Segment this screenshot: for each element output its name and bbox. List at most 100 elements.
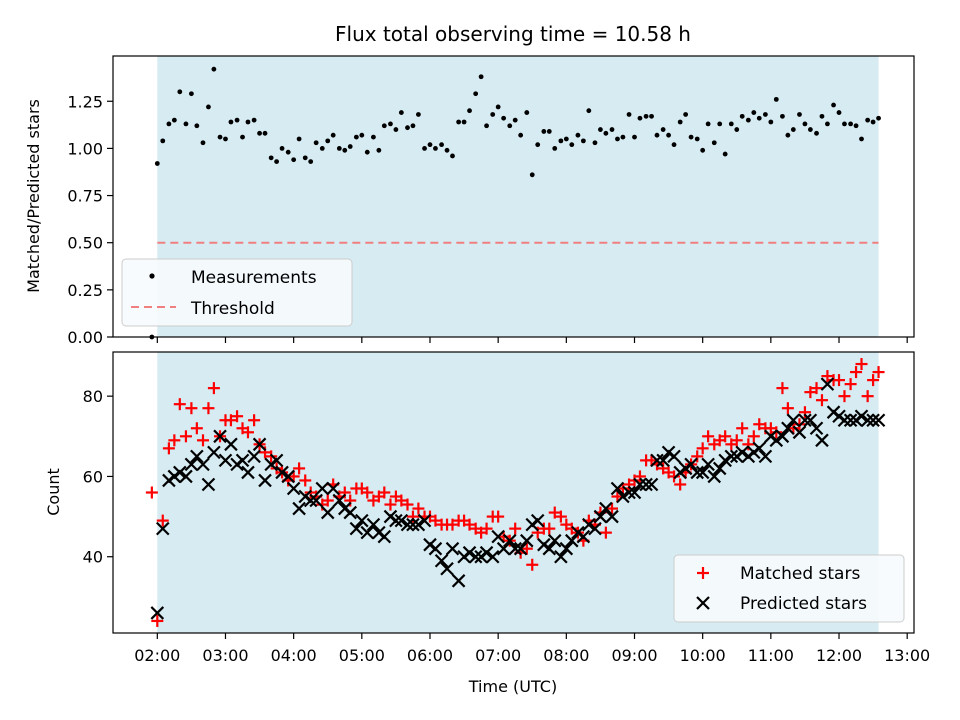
measurement-point bbox=[296, 136, 302, 142]
x-tick-label: 11:00 bbox=[748, 646, 794, 665]
predicted-star-point bbox=[513, 541, 528, 556]
matched-star-point bbox=[747, 430, 760, 443]
measurement-point bbox=[484, 123, 489, 129]
predicted-star-point bbox=[502, 533, 517, 548]
matched-star-point bbox=[480, 522, 493, 535]
measurement-point bbox=[620, 134, 626, 140]
measurement-point bbox=[745, 117, 751, 123]
predicted-star-point bbox=[656, 453, 670, 468]
predicted-star-point bbox=[576, 529, 591, 544]
top-y-tick-label: 1.25 bbox=[67, 92, 103, 111]
matched-star-point bbox=[179, 430, 192, 443]
measurement-point bbox=[802, 121, 808, 127]
measurement-point bbox=[160, 138, 166, 144]
measurement-point bbox=[615, 136, 620, 142]
matched-star-point bbox=[804, 386, 817, 399]
measurement-point bbox=[756, 115, 762, 121]
matched-star-point bbox=[231, 410, 244, 423]
predicted-star-point bbox=[275, 465, 289, 480]
predicted-star-point bbox=[701, 457, 715, 472]
matched-star-point bbox=[730, 434, 743, 447]
measurement-point bbox=[626, 112, 632, 117]
measurement-point bbox=[330, 132, 336, 138]
matched-star-point bbox=[691, 450, 704, 463]
measurement-point bbox=[705, 121, 711, 127]
predicted-star-point bbox=[599, 501, 613, 516]
predicted-star-point bbox=[644, 477, 659, 492]
measurement-point bbox=[206, 104, 211, 110]
measurement-point bbox=[240, 134, 245, 140]
predicted-star-point bbox=[752, 441, 767, 456]
measurement-point bbox=[870, 119, 876, 125]
predicted-star-point bbox=[462, 545, 477, 560]
predicted-star-point bbox=[252, 437, 267, 452]
measurement-point bbox=[666, 132, 671, 138]
matched-star-point bbox=[526, 558, 539, 571]
predicted-star-point bbox=[332, 493, 347, 508]
measurement-point bbox=[734, 127, 740, 132]
predicted-star-point bbox=[815, 433, 829, 448]
measurement-point bbox=[268, 155, 274, 161]
matched-star-point bbox=[299, 474, 312, 487]
predicted-star-point bbox=[712, 461, 727, 476]
predicted-star-point bbox=[605, 509, 619, 524]
measurement-point bbox=[308, 159, 314, 165]
measurement-point bbox=[739, 113, 745, 119]
predicted-star-point bbox=[707, 469, 722, 484]
measurement-point bbox=[444, 147, 450, 153]
measurement-point bbox=[711, 140, 717, 146]
predicted-star-point bbox=[326, 481, 340, 496]
measurement-point bbox=[836, 110, 842, 115]
predicted-star-point bbox=[588, 521, 602, 536]
matched-star-point bbox=[224, 414, 237, 427]
measurement-point bbox=[751, 110, 757, 115]
predicted-star-point bbox=[781, 421, 795, 436]
predicted-star-point bbox=[718, 453, 732, 468]
matched-star-point bbox=[248, 414, 261, 427]
predicted-star-point bbox=[218, 453, 233, 468]
measurement-point bbox=[461, 119, 467, 125]
matched-star-point bbox=[151, 614, 164, 627]
measurement-point bbox=[797, 112, 802, 117]
bottom-y-tick-label: 40 bbox=[83, 548, 103, 567]
predicted-star-point bbox=[639, 477, 653, 492]
predicted-star-point bbox=[758, 449, 773, 464]
predicted-star-point bbox=[479, 545, 494, 560]
legend-predicted-label: Predicted stars bbox=[740, 594, 867, 614]
predicted-star-point bbox=[735, 445, 749, 460]
predicted-star-point bbox=[292, 501, 306, 516]
x-tick-label: 04:00 bbox=[271, 646, 317, 665]
measurement-point bbox=[853, 123, 859, 129]
matched-star-point bbox=[156, 514, 169, 527]
predicted-star-point bbox=[871, 413, 886, 428]
measurement-point bbox=[217, 134, 223, 140]
x-tick-label: 07:00 bbox=[475, 646, 521, 665]
matched-star-point bbox=[384, 498, 397, 511]
predicted-star-point bbox=[798, 413, 812, 428]
predicted-star-point bbox=[809, 421, 824, 436]
measurement-point bbox=[575, 132, 581, 138]
predicted-star-point bbox=[610, 481, 625, 496]
matched-star-point bbox=[668, 470, 681, 483]
bottom-y-ticks: 40 60 80 bbox=[83, 387, 113, 567]
predicted-star-point bbox=[411, 517, 426, 532]
measurement-point bbox=[194, 123, 200, 129]
predicted-star-point bbox=[400, 517, 415, 532]
predicted-star-point bbox=[843, 413, 858, 428]
measurement-point bbox=[598, 127, 603, 132]
measurement-point bbox=[467, 108, 472, 114]
predicted-star-point bbox=[547, 533, 562, 548]
top-y-axis-label: Matched/Predicted stars bbox=[24, 99, 43, 293]
matched-star-point bbox=[321, 494, 334, 507]
measurement-point bbox=[177, 89, 183, 95]
x-tick-label: 09:00 bbox=[611, 646, 657, 665]
predicted-star-point bbox=[860, 413, 875, 428]
top-y-tick-label: 0.00 bbox=[67, 328, 103, 347]
measurement-point bbox=[660, 127, 666, 132]
legend-matched-marker bbox=[697, 567, 709, 579]
predicted-star-point bbox=[343, 505, 358, 520]
measurement-point bbox=[302, 155, 308, 161]
matched-star-point bbox=[241, 426, 254, 439]
top-y-ticks: 0.00 0.25 0.50 0.75 1.00 1.25 bbox=[67, 92, 113, 347]
predicted-star-point bbox=[247, 449, 261, 464]
